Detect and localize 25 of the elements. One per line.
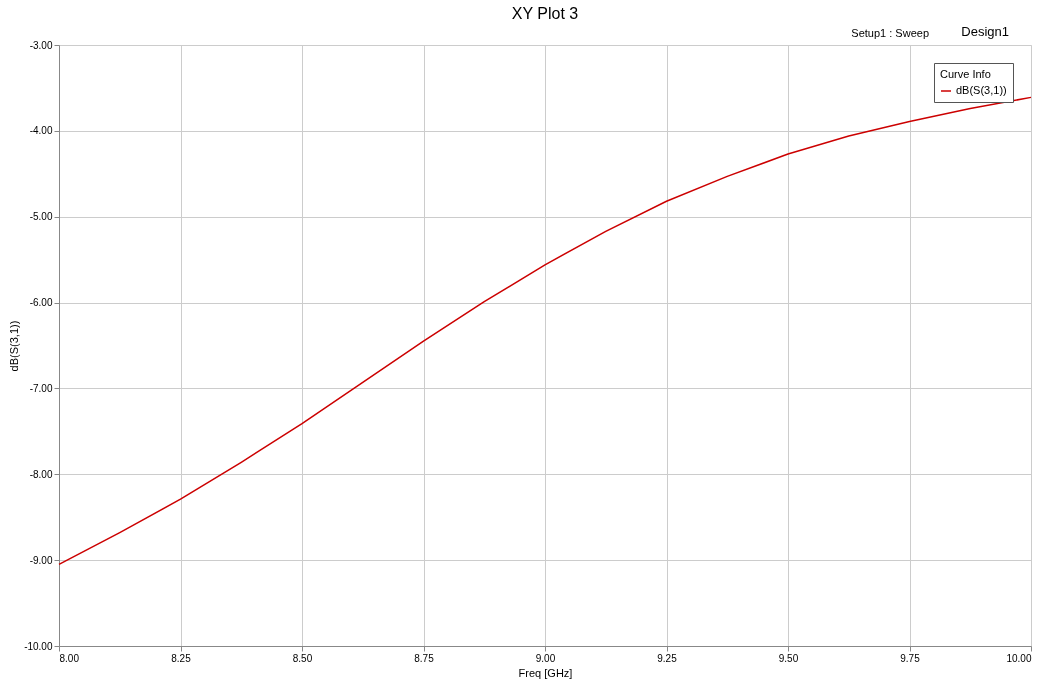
y-tick-label: -7.00	[29, 382, 53, 394]
x-tick-label: 8.75	[414, 652, 435, 664]
y-tick-label: -5.00	[29, 211, 53, 223]
line-series	[58, 96, 1032, 566]
x-tick-label: 8.50	[292, 652, 313, 664]
x-axis-title: Freq [GHz]	[518, 666, 573, 679]
x-tick-label: 9.50	[778, 652, 799, 664]
chart-subtitle: Design1	[961, 24, 1009, 39]
y-tick-label: -3.00	[29, 39, 53, 51]
y-tick-label: -10.00	[24, 640, 53, 652]
legend-title: Curve Info	[940, 68, 991, 80]
x-tick-label: 9.75	[900, 652, 921, 664]
x-tick-label: 8.00	[59, 652, 80, 664]
x-tick-label: 9.00	[535, 652, 556, 664]
x-tick-label: 10.00	[1006, 652, 1032, 664]
x-tick-label: 9.25	[657, 652, 678, 664]
legend-label: dB(S(3,1))	[956, 84, 1007, 96]
y-tick-label: -4.00	[29, 125, 53, 137]
y-tick-label: -6.00	[29, 297, 53, 309]
x-tick-label: 8.25	[171, 652, 192, 664]
y-tick-label: -9.00	[29, 554, 53, 566]
y-tick-label: -8.00	[29, 468, 53, 480]
y-axis-title: dB(S(3,1))	[8, 320, 21, 372]
chart-title: XY Plot 3	[511, 5, 579, 22]
text: Setup1 : Sweep	[851, 27, 929, 39]
